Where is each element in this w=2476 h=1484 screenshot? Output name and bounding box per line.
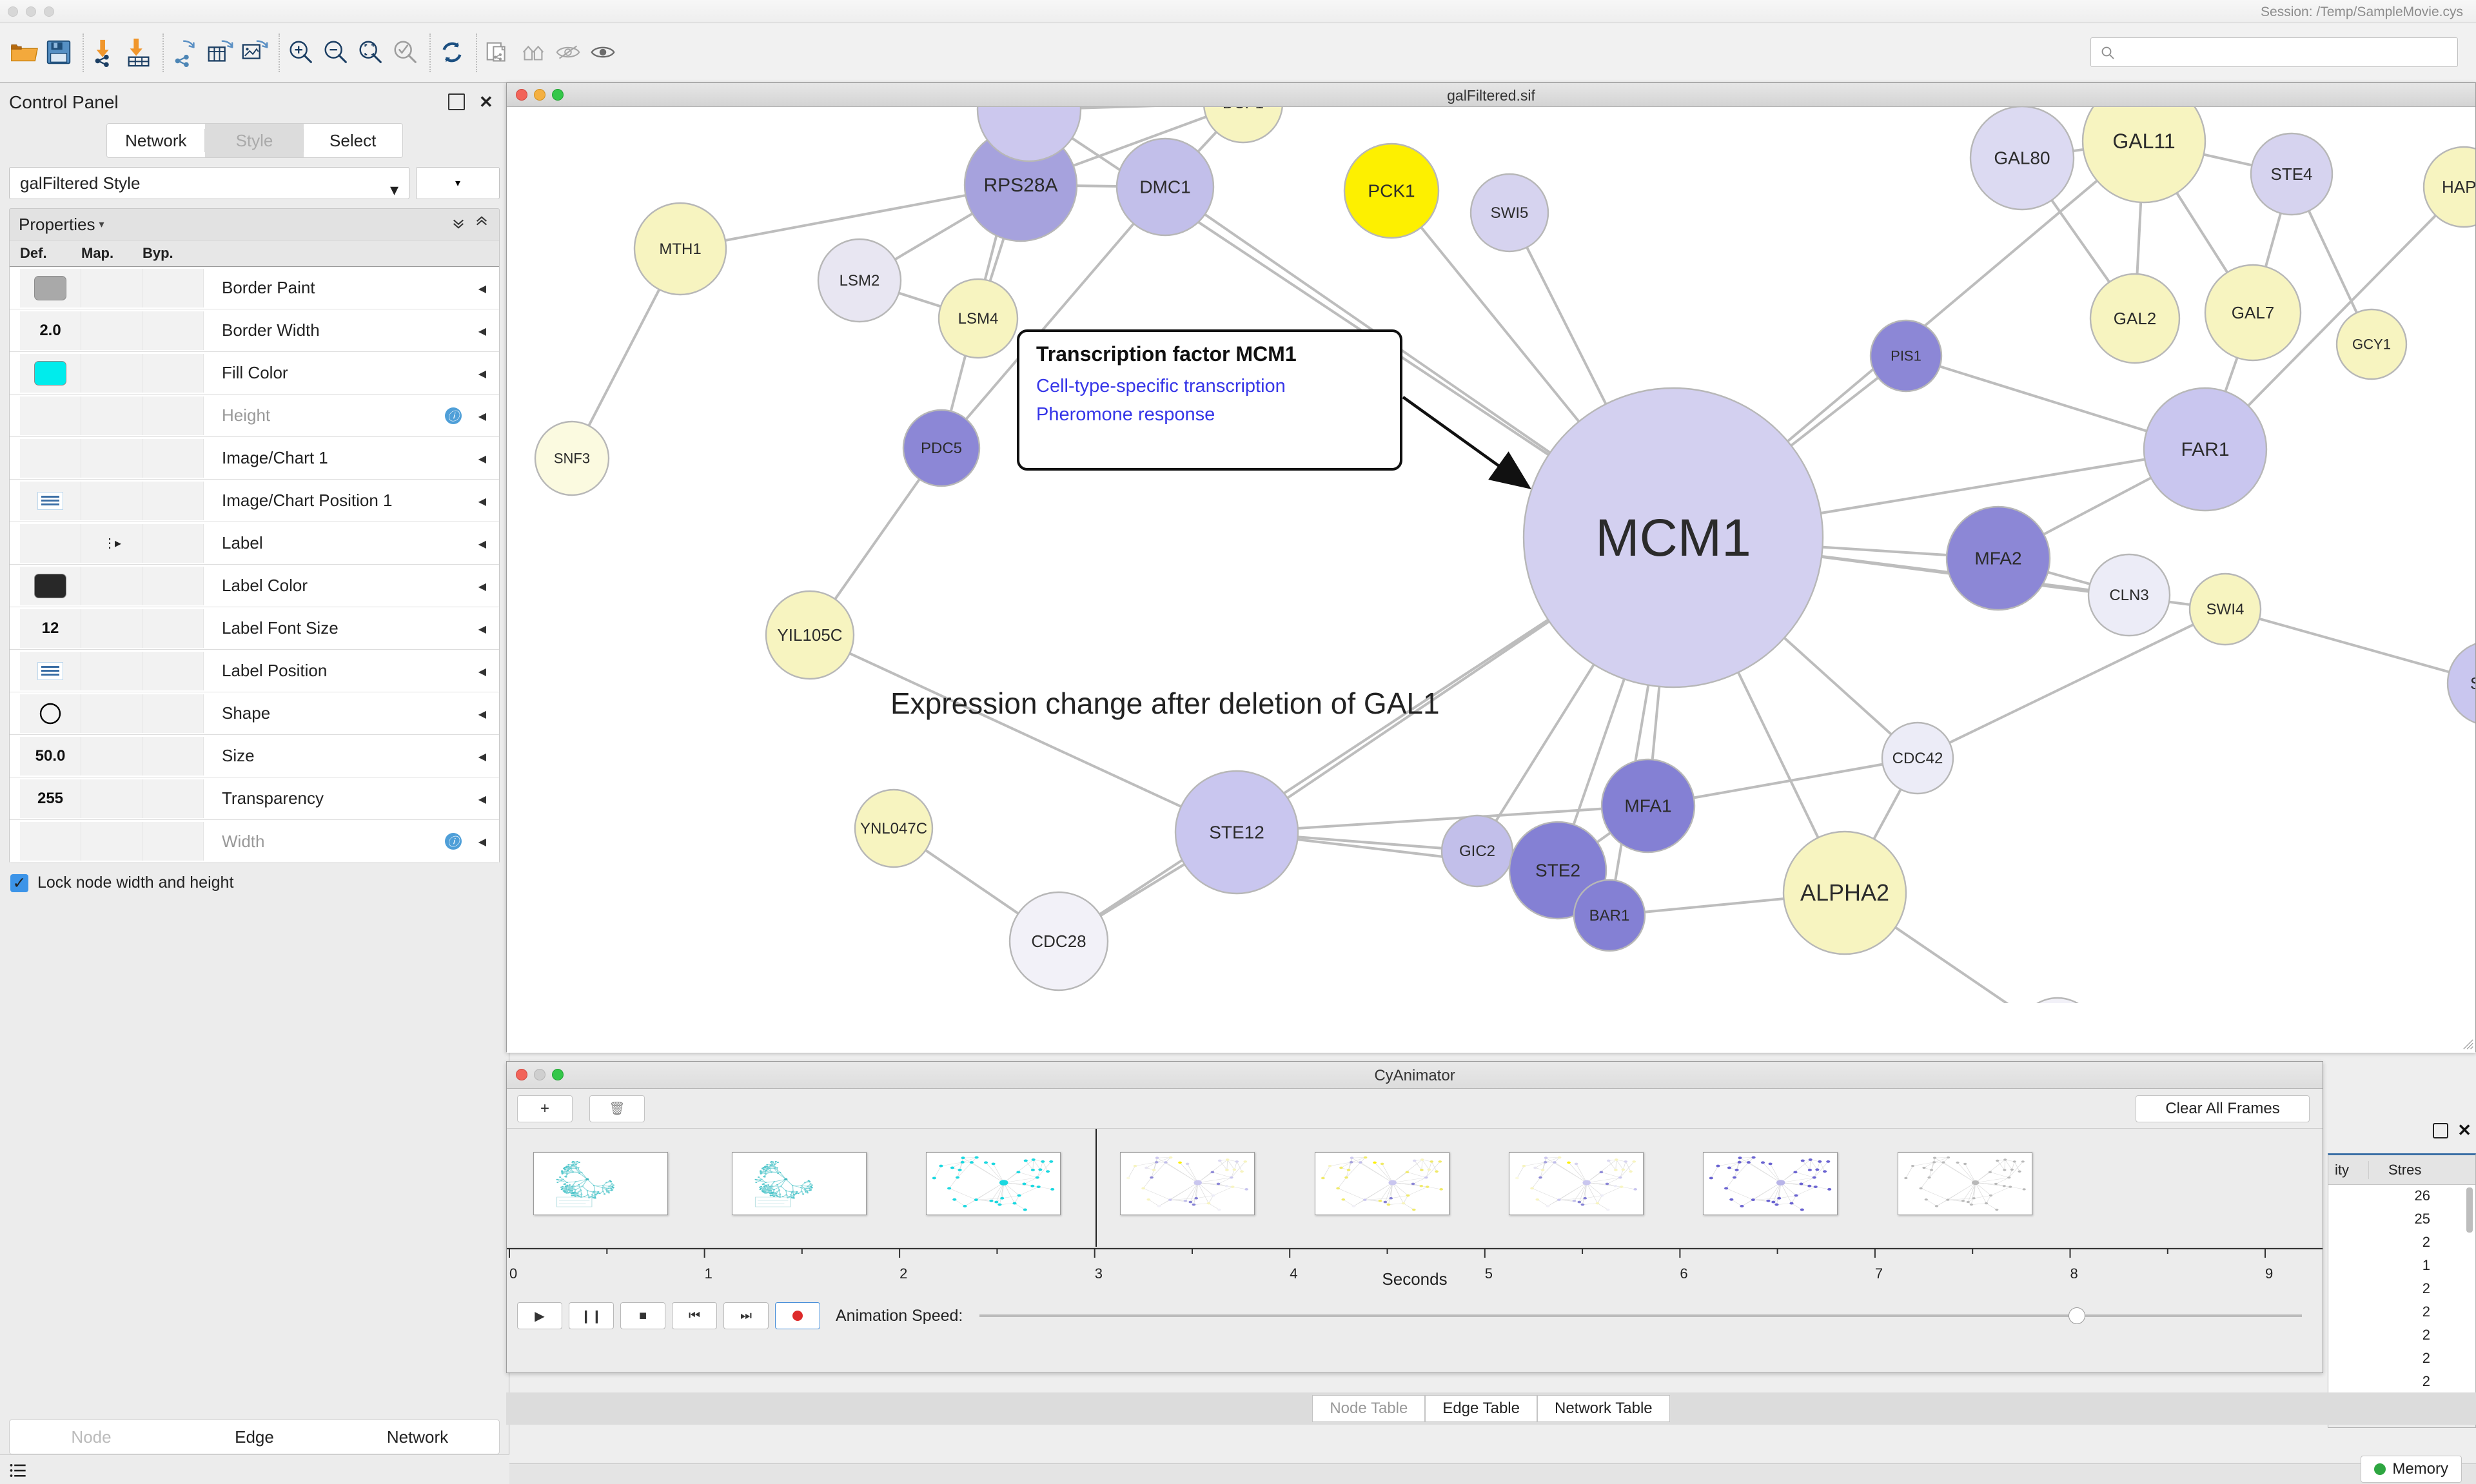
svg-text:DMC1: DMC1 xyxy=(1139,177,1190,197)
svg-text:FAR1: FAR1 xyxy=(2181,439,2229,460)
svg-text:3: 3 xyxy=(1095,1265,1103,1282)
svg-text:PCK1: PCK1 xyxy=(1368,181,1415,201)
svg-text:SNF3: SNF3 xyxy=(554,450,590,466)
svg-text:YIL105C: YIL105C xyxy=(777,625,842,645)
svg-text:CDC28: CDC28 xyxy=(1031,932,1086,951)
svg-text:4: 4 xyxy=(1290,1265,1297,1282)
svg-text:STE4: STE4 xyxy=(2270,164,2312,184)
svg-text:STE2: STE2 xyxy=(1535,861,1580,881)
svg-text:LSM2: LSM2 xyxy=(840,272,880,289)
svg-text:9: 9 xyxy=(2265,1265,2273,1282)
svg-text:8: 8 xyxy=(2070,1265,2078,1282)
svg-text:MCM1: MCM1 xyxy=(1595,509,1751,567)
svg-text:SLT2: SLT2 xyxy=(2470,674,2475,693)
svg-text:5: 5 xyxy=(1485,1265,1493,1282)
svg-text:YNL047C: YNL047C xyxy=(860,820,927,837)
svg-text:LSM4: LSM4 xyxy=(958,310,999,327)
svg-text:RPS28A: RPS28A xyxy=(983,175,1057,196)
svg-text:6: 6 xyxy=(1680,1265,1687,1282)
svg-text:HAP2: HAP2 xyxy=(2442,177,2475,197)
svg-text:DCP1: DCP1 xyxy=(1223,107,1264,112)
svg-text:PDC5: PDC5 xyxy=(921,440,962,457)
svg-text:Expression change after deleti: Expression change after deletion of GAL1 xyxy=(890,687,1440,720)
svg-text:0: 0 xyxy=(509,1265,517,1282)
svg-text:SWI5: SWI5 xyxy=(1491,204,1529,222)
svg-text:GAL7: GAL7 xyxy=(2232,303,2275,322)
svg-text:SWI4: SWI4 xyxy=(2206,601,2245,618)
svg-text:2: 2 xyxy=(899,1265,907,1282)
svg-text:STE12: STE12 xyxy=(1209,823,1264,843)
svg-text:MFA2: MFA2 xyxy=(1974,549,2021,569)
svg-text:CDC42: CDC42 xyxy=(1892,750,1943,767)
svg-text:GIC2: GIC2 xyxy=(1459,843,1495,860)
svg-text:7: 7 xyxy=(1875,1265,1883,1282)
svg-text:MFA1: MFA1 xyxy=(1624,796,1671,816)
svg-text:GAL11: GAL11 xyxy=(2112,130,2175,153)
svg-text:BAR1: BAR1 xyxy=(1589,907,1630,924)
svg-text:PIS1: PIS1 xyxy=(1891,347,1921,364)
svg-text:GAL2: GAL2 xyxy=(2114,309,2157,328)
svg-text:1: 1 xyxy=(705,1265,712,1282)
svg-text:GCY1: GCY1 xyxy=(2352,336,2391,352)
svg-text:MTH1: MTH1 xyxy=(659,240,701,258)
svg-text:CLN3: CLN3 xyxy=(2109,587,2148,604)
svg-text:ALPHA2: ALPHA2 xyxy=(1800,879,1889,906)
svg-text:GAL80: GAL80 xyxy=(1994,148,2050,168)
